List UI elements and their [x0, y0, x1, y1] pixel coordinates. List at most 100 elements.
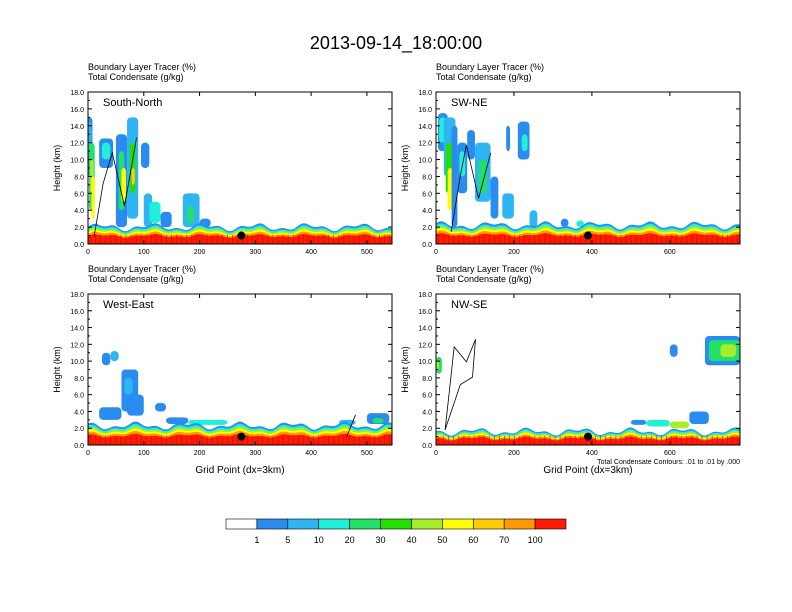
cloud-region: [101, 142, 111, 160]
location-marker: [584, 231, 592, 240]
cloud-region: [131, 168, 135, 185]
x-tick-label: 400: [586, 249, 598, 256]
y-tick-label: 14.0: [418, 124, 432, 131]
y-tick-label: 14.0: [70, 326, 84, 333]
cloud-region: [521, 134, 528, 152]
cloud-region: [560, 218, 569, 228]
y-tick-label: 4.0: [74, 409, 84, 416]
y-tick-label: 2.0: [74, 225, 84, 232]
colorbar-label: 5: [285, 535, 290, 545]
colorbar-label: 60: [468, 535, 478, 545]
cloud-region: [101, 352, 111, 366]
cloud-region: [720, 344, 737, 357]
y-tick-label: 18.0: [418, 292, 432, 299]
plot-area: [88, 351, 392, 445]
y-axis-label: Height (km): [400, 346, 410, 393]
y-tick-label: 0.0: [422, 242, 432, 249]
colorbar-label: 40: [406, 535, 416, 545]
colorbar-box: [287, 518, 320, 530]
cloud-region: [646, 419, 670, 427]
y-tick-label: 6.0: [422, 393, 432, 400]
cloud-region: [669, 421, 690, 429]
y-tick-label: 2.0: [422, 426, 432, 433]
colorbar-label: 50: [437, 535, 447, 545]
location-marker: [237, 432, 246, 441]
colorbar-box: [318, 518, 350, 530]
x-tick-label: 200: [508, 249, 520, 256]
cloud-region: [91, 176, 95, 219]
y-tick-label: 18.0: [418, 90, 432, 97]
x-tick-label: 600: [664, 450, 676, 457]
condensate-contour: [450, 145, 492, 232]
cloud-region: [447, 168, 453, 211]
location-marker: [584, 432, 592, 441]
panel-label: SW-NE: [451, 97, 487, 109]
y-tick-label: 6.0: [74, 191, 84, 198]
location-marker: [237, 231, 246, 240]
colorbar: 1 5 10 20 30 40 50 60 70 100: [225, 518, 567, 545]
colorbar-label: 20: [345, 535, 355, 545]
figure-title: 2013-09-14_18:00:00: [310, 33, 482, 54]
panel-label: West-East: [103, 299, 154, 311]
x-tick-label: 0: [434, 450, 438, 457]
cloud-region: [372, 418, 384, 424]
cloud-region: [110, 351, 119, 362]
panel-west-east: Boundary Layer Tracer (%)Total Condensat…: [52, 264, 393, 476]
cloud-region: [490, 176, 499, 219]
cloud-region: [154, 403, 167, 412]
colorbar-box: [411, 518, 443, 530]
condensate-contour: [444, 339, 476, 431]
y-tick-label: 4.0: [422, 409, 432, 416]
colorbar-box: [256, 518, 289, 530]
y-tick-label: 12.0: [418, 342, 432, 349]
colorbar-box: [503, 518, 536, 530]
panel-sw-ne: Boundary Layer Tracer (%)Total Condensat…: [400, 62, 741, 256]
colorbar-label: 30: [376, 535, 386, 545]
x-tick-label: 500: [361, 450, 373, 457]
cloud-region: [630, 419, 647, 425]
panel-subtitle-tracer: Boundary Layer Tracer (%): [88, 62, 196, 72]
colorbar-label: 100: [528, 535, 543, 545]
panel-subtitle-condensate: Total Condensate (g/kg): [88, 72, 184, 82]
x-tick-label: 600: [664, 249, 676, 256]
panel-subtitle-condensate: Total Condensate (g/kg): [88, 274, 184, 284]
plot-area: [436, 335, 740, 445]
y-axis-label: Height (km): [400, 145, 410, 192]
y-axis-label: Height (km): [52, 346, 62, 393]
x-tick-label: 100: [138, 450, 150, 457]
colorbar-label: 1: [254, 535, 259, 545]
y-tick-label: 8.0: [74, 376, 84, 383]
y-tick-label: 10.0: [418, 158, 432, 165]
y-tick-label: 2.0: [422, 225, 432, 232]
colorbar-label: 10: [314, 535, 324, 545]
panel-subtitle-tracer: Boundary Layer Tracer (%): [436, 62, 544, 72]
cloud-region: [689, 411, 709, 425]
y-tick-label: 4.0: [74, 208, 84, 215]
cloud-region: [160, 211, 172, 228]
y-tick-label: 0.0: [74, 242, 84, 249]
y-tick-label: 8.0: [422, 376, 432, 383]
x-tick-label: 500: [361, 249, 373, 256]
x-tick-label: 0: [86, 249, 90, 256]
y-tick-label: 14.0: [70, 124, 84, 131]
colorbar-box: [380, 518, 412, 530]
x-tick-label: 200: [194, 450, 206, 457]
y-tick-label: 16.0: [418, 107, 432, 114]
plot-area: [436, 113, 740, 244]
y-tick-label: 16.0: [70, 107, 84, 114]
x-tick-label: 0: [86, 450, 90, 457]
colorbar-box: [534, 518, 567, 530]
x-tick-label: 300: [249, 450, 261, 457]
condensate-contour: [346, 414, 356, 438]
x-axis-label: Grid Point (dx=3km): [195, 465, 284, 476]
y-tick-label: 14.0: [418, 326, 432, 333]
x-tick-label: 100: [138, 249, 150, 256]
panel-subtitle-condensate: Total Condensate (g/kg): [436, 72, 532, 82]
colorbar-label: 70: [499, 535, 509, 545]
y-tick-label: 2.0: [74, 426, 84, 433]
cloud-region: [140, 142, 150, 168]
y-axis-label: Height (km): [52, 145, 62, 192]
y-tick-label: 8.0: [422, 174, 432, 181]
panels: Boundary Layer Tracer (%)Total Condensat…: [52, 62, 741, 476]
